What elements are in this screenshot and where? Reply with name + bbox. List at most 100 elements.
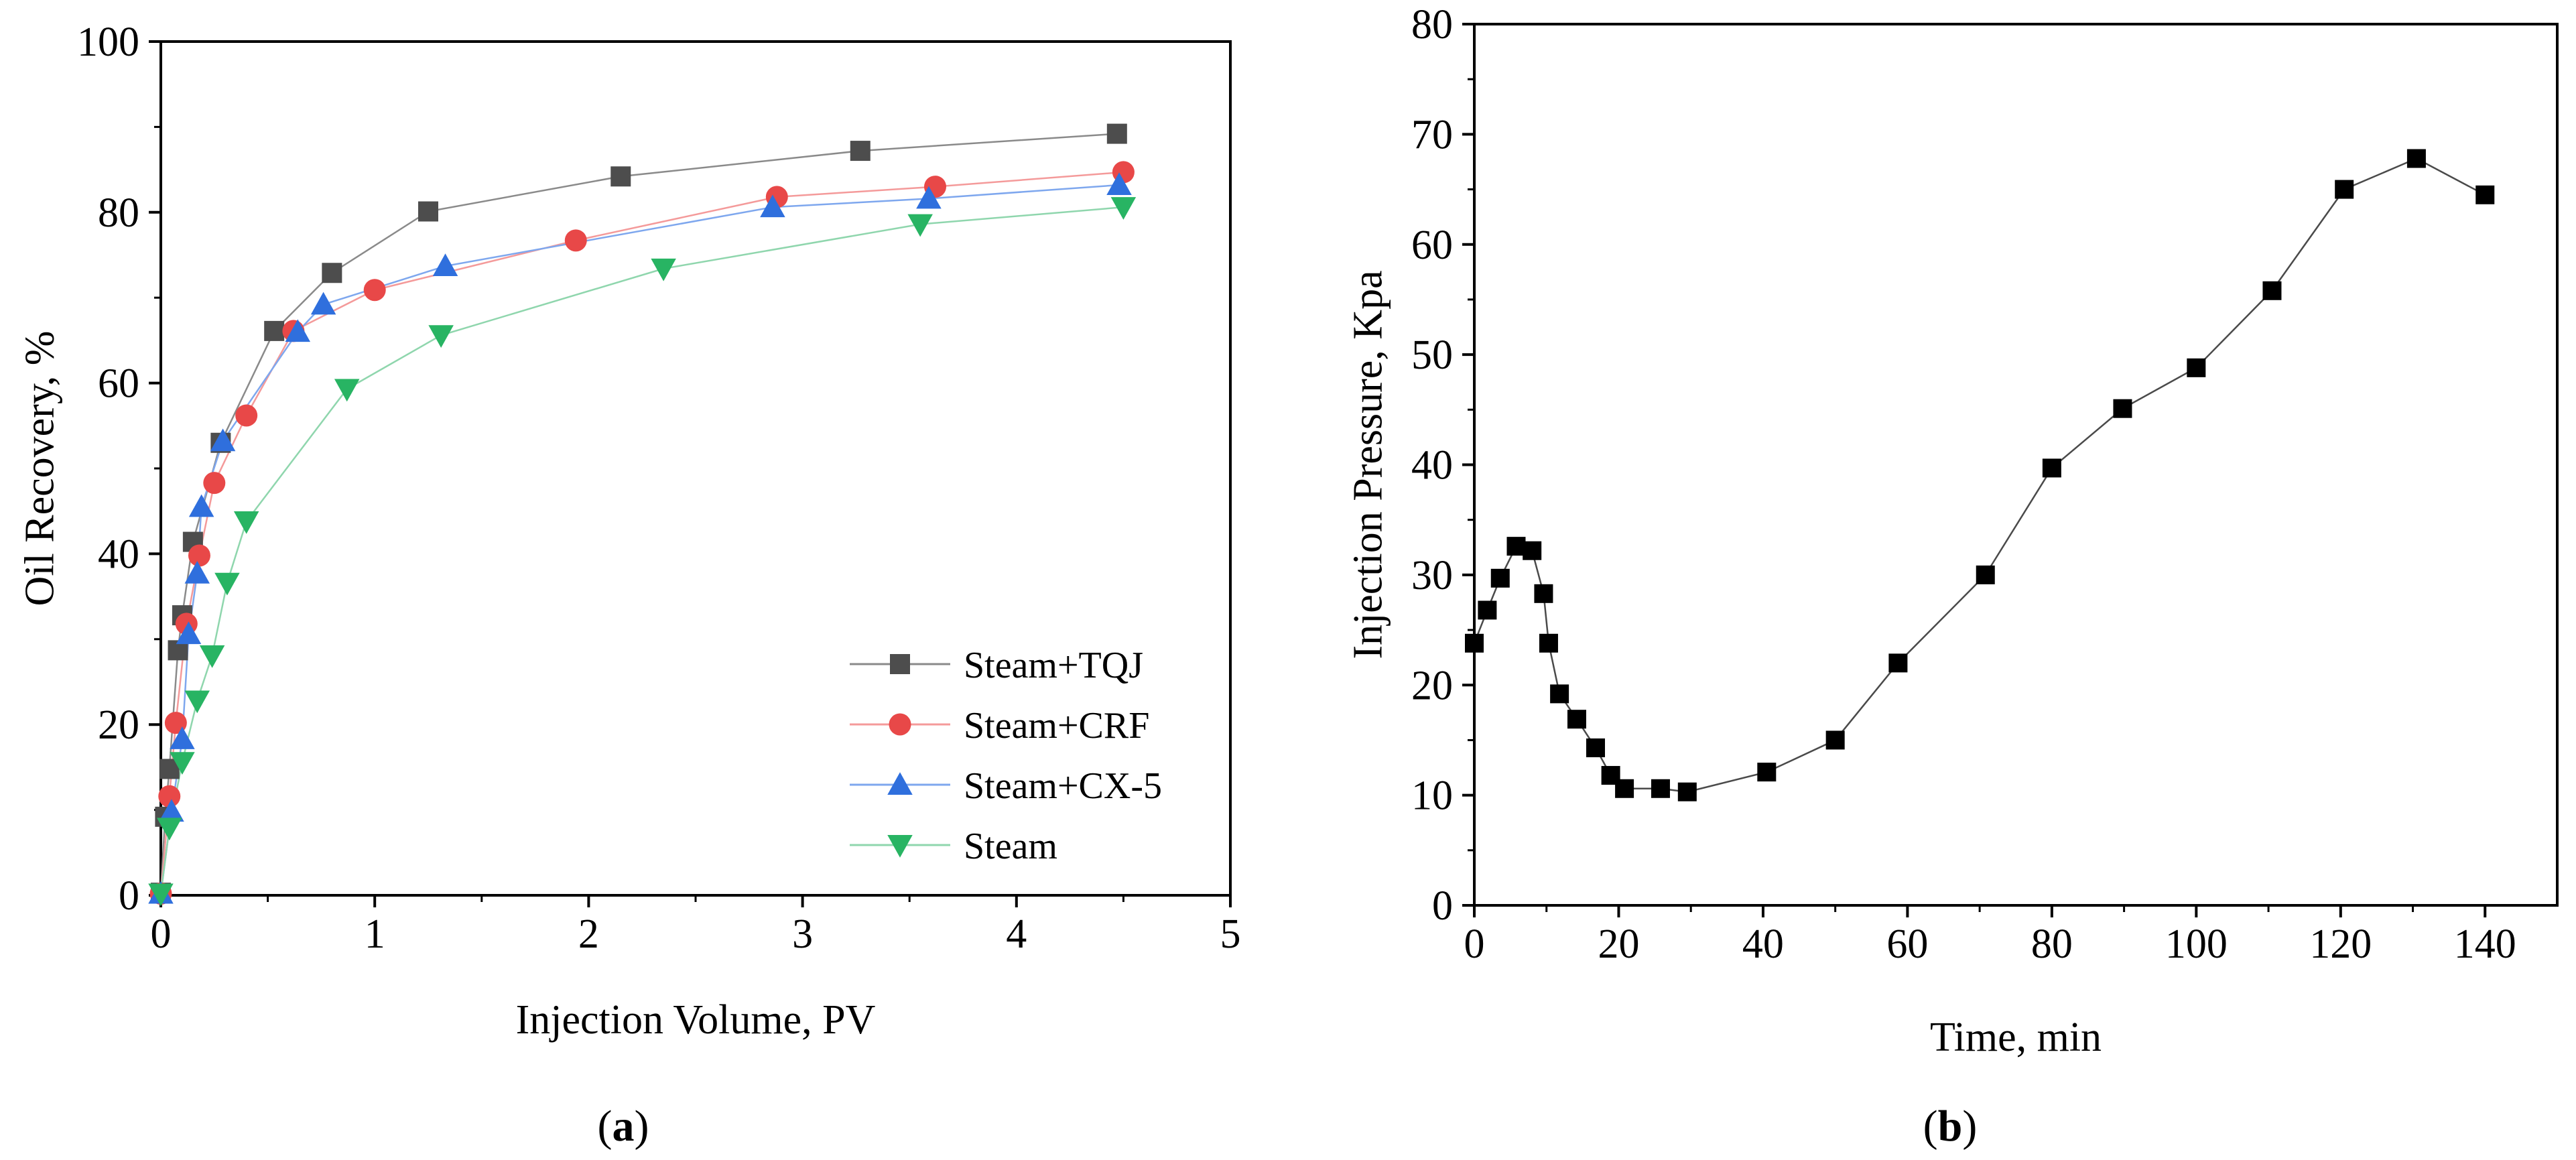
legend-label: Steam bbox=[964, 826, 1057, 867]
data-point bbox=[1106, 172, 1132, 196]
panel-b-chart: 0 20 40 60 80 100 120 140 0 10 20 30 40 50 60 70 80 Time… bbox=[1346, 2, 2559, 1151]
data-point bbox=[322, 263, 342, 283]
data-point bbox=[170, 726, 195, 749]
y-tick-label: 60 bbox=[1411, 222, 1453, 268]
data-point bbox=[418, 201, 438, 222]
data-point bbox=[176, 621, 202, 645]
panel-b-x-axis-title: Time, min bbox=[1930, 1015, 2102, 1060]
data-point bbox=[235, 404, 258, 427]
legend-marker bbox=[889, 713, 911, 736]
data-point bbox=[1534, 584, 1553, 603]
panel-a-x-axis-title: Injection Volume, PV bbox=[516, 997, 876, 1043]
x-tick-label: 2 bbox=[578, 911, 599, 957]
legend-label: Steam+CX-5 bbox=[964, 765, 1162, 807]
legend-marker bbox=[887, 772, 913, 795]
data-point bbox=[214, 572, 240, 596]
legend-marker bbox=[890, 654, 910, 674]
data-point bbox=[564, 229, 587, 252]
data-point bbox=[1651, 779, 1670, 798]
panel-a-legend: Steam+TQJ Steam+CRF Steam+CX-5 Steam bbox=[850, 645, 1162, 867]
data-point bbox=[916, 186, 942, 209]
y-tick-label: 80 bbox=[1411, 2, 1453, 48]
x-tick-label: 100 bbox=[2165, 921, 2228, 967]
x-tick-label: 0 bbox=[1464, 921, 1485, 967]
data-point bbox=[285, 319, 311, 342]
y-tick-label: 40 bbox=[1411, 443, 1453, 489]
y-tick-label: 0 bbox=[1432, 883, 1453, 929]
panel-b-y-axis-title: Injection Pressure, Kpa bbox=[1346, 270, 1391, 659]
x-tick-label: 60 bbox=[1886, 921, 1928, 967]
data-point bbox=[188, 494, 214, 517]
y-tick-label: 80 bbox=[98, 190, 139, 236]
y-tick-label: 10 bbox=[1411, 773, 1453, 819]
data-point bbox=[2335, 180, 2354, 199]
data-point bbox=[363, 279, 386, 302]
data-point bbox=[233, 511, 259, 534]
data-point bbox=[651, 258, 676, 281]
x-tick-label: 40 bbox=[1742, 921, 1784, 967]
data-point bbox=[2475, 185, 2495, 204]
panel-b-markers bbox=[1465, 149, 2495, 801]
legend-marker bbox=[887, 835, 913, 858]
y-tick-label: 50 bbox=[1411, 332, 1453, 378]
data-point bbox=[850, 141, 871, 162]
x-tick-label: 20 bbox=[1598, 921, 1639, 967]
data-point bbox=[148, 883, 174, 907]
data-point bbox=[2187, 358, 2206, 377]
y-tick-label: 20 bbox=[1411, 663, 1453, 708]
y-tick-label: 70 bbox=[1411, 112, 1453, 157]
data-point bbox=[428, 325, 454, 348]
y-tick-label: 30 bbox=[1411, 553, 1453, 598]
x-tick-label: 4 bbox=[1006, 911, 1027, 957]
data-point bbox=[610, 166, 631, 187]
data-point bbox=[1110, 197, 1137, 220]
data-point bbox=[1888, 653, 1908, 673]
data-point bbox=[1677, 782, 1697, 801]
data-point bbox=[1586, 738, 1605, 757]
panel-a-markers bbox=[148, 123, 1137, 907]
data-point bbox=[1506, 537, 1526, 556]
data-point bbox=[1539, 633, 1558, 653]
data-point bbox=[170, 752, 195, 775]
data-point bbox=[1567, 710, 1586, 729]
legend-label: Steam+TQJ bbox=[964, 645, 1143, 686]
data-point bbox=[2406, 149, 2426, 168]
x-tick-label: 0 bbox=[151, 911, 172, 957]
x-tick-label: 3 bbox=[792, 911, 813, 957]
y-tick-label: 20 bbox=[98, 702, 139, 748]
data-point bbox=[432, 253, 458, 277]
y-tick-label: 60 bbox=[98, 361, 139, 407]
data-point bbox=[188, 544, 210, 567]
y-tick-label: 100 bbox=[77, 19, 139, 65]
data-point bbox=[210, 428, 236, 452]
data-point bbox=[199, 645, 225, 668]
x-tick-label: 5 bbox=[1220, 911, 1241, 957]
data-point bbox=[1490, 568, 1510, 588]
data-point bbox=[310, 292, 336, 315]
y-tick-label: 0 bbox=[119, 873, 139, 919]
data-point bbox=[907, 214, 933, 237]
data-point bbox=[203, 472, 226, 495]
panel-b-ticks: 0 20 40 60 80 100 120 140 0 10 20 30 40 50 60 70 80 bbox=[1411, 2, 2516, 967]
data-point bbox=[1615, 779, 1634, 798]
data-point bbox=[157, 818, 182, 841]
data-point bbox=[1523, 541, 1542, 560]
x-tick-label: 140 bbox=[2454, 921, 2516, 967]
panel-a-ticks: 0 1 2 3 4 5 0 20 40 60 80 100 bbox=[77, 19, 1241, 957]
data-point bbox=[1465, 633, 1484, 653]
data-point bbox=[760, 194, 785, 218]
data-point bbox=[184, 690, 210, 714]
data-point bbox=[1106, 123, 1127, 144]
data-point bbox=[2042, 458, 2061, 478]
data-point bbox=[2262, 281, 2282, 300]
data-point bbox=[184, 560, 210, 584]
panel-b-label: (b) bbox=[1923, 1102, 1978, 1151]
data-point bbox=[159, 799, 184, 822]
data-point bbox=[334, 379, 360, 402]
x-tick-label: 80 bbox=[2031, 921, 2073, 967]
data-point bbox=[1757, 763, 1777, 782]
data-point bbox=[1976, 565, 1995, 584]
data-point bbox=[264, 320, 285, 341]
